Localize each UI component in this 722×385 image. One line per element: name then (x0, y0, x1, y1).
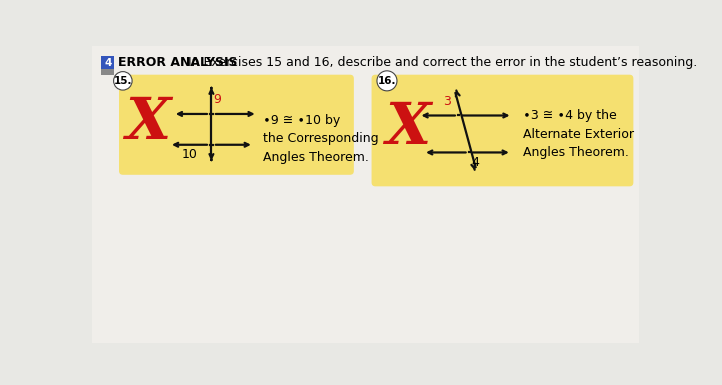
Text: 4: 4 (104, 58, 111, 68)
FancyBboxPatch shape (101, 56, 114, 69)
Text: X: X (385, 100, 430, 157)
Text: In Exercises 15 and 16, describe and correct the error in the student’s reasonin: In Exercises 15 and 16, describe and cor… (180, 56, 697, 69)
Text: 15.: 15. (113, 76, 132, 86)
FancyBboxPatch shape (101, 69, 114, 75)
Circle shape (377, 71, 397, 91)
Text: 9: 9 (214, 93, 222, 106)
Text: ∙3 ≅ ∙4 by the
Alternate Exterior
Angles Theorem.: ∙3 ≅ ∙4 by the Alternate Exterior Angles… (523, 109, 634, 159)
Text: 4: 4 (471, 156, 479, 169)
Text: 16.: 16. (378, 76, 396, 86)
Text: ERROR ANALYSIS: ERROR ANALYSIS (118, 56, 238, 69)
FancyBboxPatch shape (92, 46, 639, 343)
Text: ∙9 ≅ ∙10 by
the Corresponding
Angles Theorem.: ∙9 ≅ ∙10 by the Corresponding Angles The… (263, 114, 378, 164)
FancyBboxPatch shape (372, 75, 633, 186)
Text: 10: 10 (182, 148, 198, 161)
FancyBboxPatch shape (119, 75, 354, 175)
Text: 3: 3 (443, 95, 451, 108)
Text: X: X (125, 95, 170, 151)
Circle shape (113, 72, 132, 90)
